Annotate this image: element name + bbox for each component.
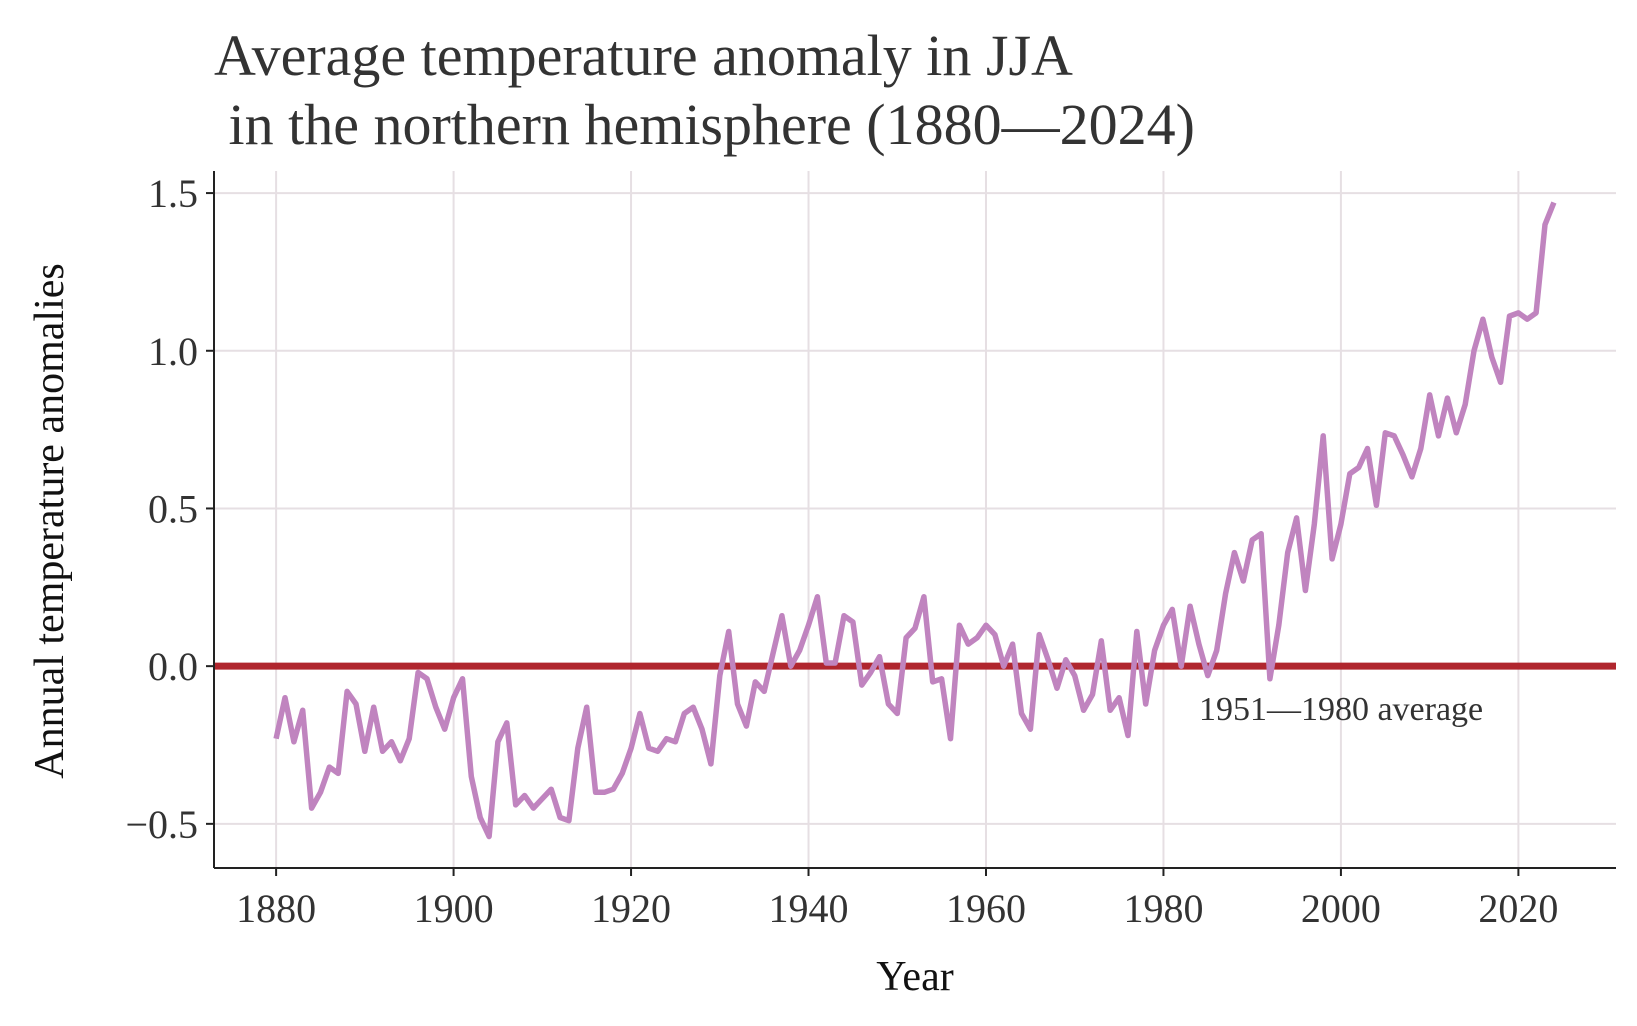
series-layer [273, 201, 1557, 840]
x-axis-label: Year [876, 954, 953, 1000]
chart-title-line-2: in the northern hemisphere (1880—2024) [214, 92, 1195, 157]
y-tick-label: 1.5 [148, 171, 198, 216]
reference-line-label: 1951—1980 average [1199, 691, 1483, 728]
x-tick-label: 2000 [1301, 886, 1381, 931]
y-axis-label: Annual temperature anomalies [27, 263, 73, 778]
axes [213, 171, 1616, 869]
x-tick-label: 1900 [414, 886, 494, 931]
y-tick-label: −0.5 [125, 802, 198, 847]
x-tick-label: 1980 [1123, 886, 1203, 931]
y-tick-label: 1.0 [148, 329, 198, 374]
x-tick-label: 1880 [236, 886, 316, 931]
x-axis-ticks: 1880 1900 1920 1940 1960 1980 2000 2020 [236, 868, 1558, 931]
y-tick-label: 0.5 [148, 486, 198, 531]
x-tick-label: 1960 [946, 886, 1026, 931]
x-tick-label: 1920 [591, 886, 671, 931]
y-axis-ticks: −0.5 0.0 0.5 1.0 1.5 [125, 171, 214, 847]
chart-title-line-1: Average temperature anomaly in JJA [214, 23, 1073, 88]
series-line [273, 201, 1557, 840]
x-tick-label: 2020 [1478, 886, 1558, 931]
y-tick-label: 0.0 [148, 644, 198, 689]
x-tick-label: 1940 [769, 886, 849, 931]
grid [214, 171, 1616, 868]
